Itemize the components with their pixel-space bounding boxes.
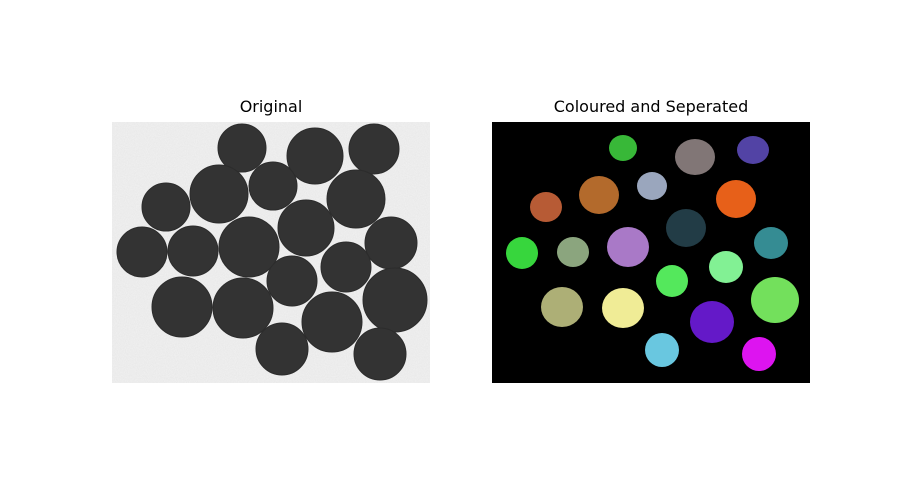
disc	[348, 123, 400, 175]
segment	[506, 237, 538, 269]
segment	[645, 333, 679, 367]
disc	[141, 182, 191, 232]
segment	[609, 135, 637, 161]
disc	[217, 123, 267, 173]
segment	[742, 337, 776, 371]
disc	[301, 291, 363, 353]
disc	[326, 169, 386, 229]
original-image	[112, 122, 430, 383]
disc	[218, 216, 280, 278]
disc	[151, 276, 213, 338]
segment	[716, 180, 756, 218]
segment	[607, 227, 649, 267]
original-image-svg	[112, 122, 430, 383]
segment	[751, 277, 799, 323]
disc	[248, 161, 298, 211]
segment	[579, 176, 619, 214]
disc	[277, 199, 335, 257]
segment	[637, 172, 667, 200]
disc	[320, 241, 372, 293]
segment	[557, 237, 589, 267]
segment	[709, 251, 743, 283]
segment	[690, 301, 734, 343]
disc	[353, 327, 407, 381]
segment	[602, 288, 644, 328]
disc	[167, 225, 219, 277]
disc	[286, 127, 344, 185]
disc	[116, 226, 168, 278]
disc	[266, 255, 318, 307]
disc	[362, 267, 428, 333]
segment	[754, 227, 788, 259]
segmented-title: Coloured and Seperated	[553, 97, 749, 116]
original-title: Original	[239, 97, 303, 116]
segmented-image-svg	[492, 122, 810, 383]
disc	[189, 164, 249, 224]
segment	[530, 192, 562, 222]
segment	[541, 287, 583, 327]
segment	[656, 265, 688, 297]
segmented-image	[492, 122, 810, 383]
disc	[364, 216, 418, 270]
segment	[737, 136, 769, 164]
segment	[666, 209, 706, 247]
disc	[212, 277, 274, 339]
segment	[675, 139, 715, 175]
disc	[255, 322, 309, 376]
